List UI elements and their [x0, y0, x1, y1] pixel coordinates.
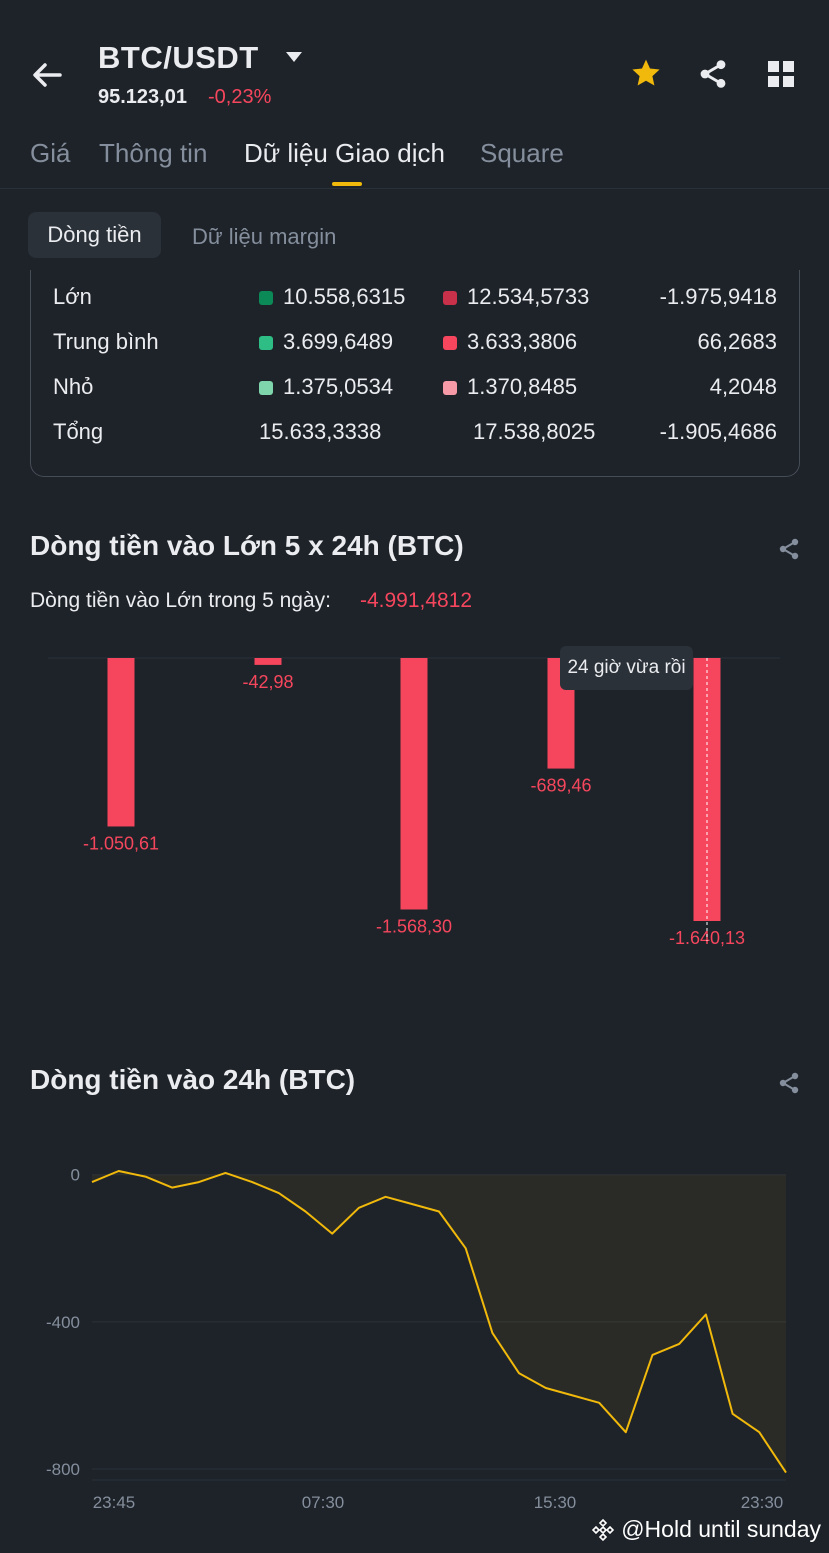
row-label: Tổng [53, 419, 104, 444]
star-icon[interactable] [630, 57, 662, 89]
buy-value: 3.699,6489 [283, 329, 394, 354]
bar-value-label: -42,98 [242, 672, 293, 692]
bar [107, 658, 135, 827]
y-tick-label: -800 [46, 1460, 80, 1479]
table-row: Trung bình 3.699,6489 3.633,3806 66,2683 [31, 329, 799, 359]
sell-dot-icon [443, 291, 457, 305]
x-tick-label: 23:45 [93, 1493, 136, 1510]
net-value: 66,2683 [697, 329, 777, 354]
price-change: -0,23% [208, 86, 272, 108]
bar-value-label: -1.050,61 [83, 833, 159, 853]
tab-price[interactable]: Giá [30, 138, 71, 168]
share-icon[interactable] [777, 537, 801, 561]
back-arrow-icon[interactable] [30, 58, 64, 92]
y-tick-label: -400 [46, 1313, 80, 1332]
subtab-money-flow[interactable]: Dòng tiền [28, 212, 161, 258]
tab-square[interactable]: Square [480, 138, 564, 168]
watermark-text: @Hold until sunday [621, 1516, 821, 1542]
bar [400, 658, 428, 910]
bar [254, 658, 282, 665]
buy-value: 15.633,3338 [259, 419, 382, 444]
sell-value: 3.633,3806 [467, 329, 578, 354]
chevron-down-icon[interactable] [286, 52, 302, 62]
y-tick-label: 0 [71, 1166, 80, 1185]
buy-dot-icon [259, 291, 273, 305]
five-day-summary-label: Dòng tiền vào Lớn trong 5 ngày: [30, 589, 331, 612]
net-value: 4,2048 [709, 374, 777, 399]
row-label: Trung bình [53, 329, 159, 354]
big-flow-title: Dòng tiền vào Lớn 5 x 24h (BTC) [30, 530, 464, 561]
tab-trading-data[interactable]: Dữ liệu Giao dịch [244, 138, 445, 168]
share-icon[interactable] [777, 1071, 801, 1095]
buy-dot-icon [259, 381, 273, 395]
subtab-margin-data[interactable]: Dữ liệu margin [192, 224, 337, 249]
grid-menu-icon[interactable] [767, 60, 795, 88]
area-fill [92, 1171, 786, 1473]
x-tick-label: 07:30 [302, 1493, 345, 1510]
flow-line [91, 1170, 787, 1474]
last-price: 95.123,01 [98, 86, 187, 108]
buy-value: 10.558,6315 [283, 284, 406, 309]
net-value: -1.975,9418 [659, 284, 777, 309]
row-label: Nhỏ [53, 374, 94, 399]
pair-title[interactable]: BTC/USDT [98, 40, 259, 75]
sell-dot-icon [443, 336, 457, 350]
x-tick-label: 23:30 [741, 1493, 784, 1510]
table-row: Tổng 15.633,3338 17.538,8025 -1.905,4686 [31, 419, 799, 449]
share-icon[interactable] [697, 58, 729, 90]
bar-value-label: -1.568,30 [376, 916, 452, 936]
table-row: Lớn 10.558,6315 12.534,5733 -1.975,9418 [31, 284, 799, 314]
watermark: @Hold until sunday [591, 1516, 821, 1543]
big-flow-bar-chart: -1.050,61 -42,98 -1.568,30 -689,46 -1.640,13 [48, 657, 780, 948]
net-value: -1.905,4686 [659, 419, 777, 444]
buy-value: 1.375,0534 [283, 374, 394, 399]
main-tabs: Giá Thông tin Dữ liệu Giao dịch Square [0, 136, 829, 189]
active-tab-indicator [332, 182, 362, 186]
bar-value-label: -689,46 [530, 776, 591, 796]
buy-dot-icon [259, 336, 273, 350]
sell-value: 1.370,8485 [467, 374, 578, 399]
table-row: Nhỏ 1.375,0534 1.370,8485 4,2048 [31, 374, 799, 404]
flow24-line-chart: 0 -400 -800 23:45 07:30 15:30 23:30 [46, 1166, 787, 1510]
money-flow-table: Lớn 10.558,6315 12.534,5733 -1.975,9418 … [30, 270, 800, 477]
sell-dot-icon [443, 381, 457, 395]
tab-info[interactable]: Thông tin [99, 138, 208, 168]
bar-value-label: -1.640,13 [669, 928, 745, 948]
chart-tooltip: 24 giờ vừa rồi [560, 646, 693, 690]
sell-value: 12.534,5733 [467, 284, 590, 309]
five-day-summary-value: -4.991,4812 [360, 589, 473, 612]
binance-logo-icon [592, 1518, 615, 1541]
flow24-title: Dòng tiền vào 24h (BTC) [30, 1064, 356, 1095]
sell-value: 17.538,8025 [473, 419, 596, 444]
row-label: Lớn [53, 284, 92, 309]
x-tick-label: 15:30 [534, 1493, 577, 1510]
